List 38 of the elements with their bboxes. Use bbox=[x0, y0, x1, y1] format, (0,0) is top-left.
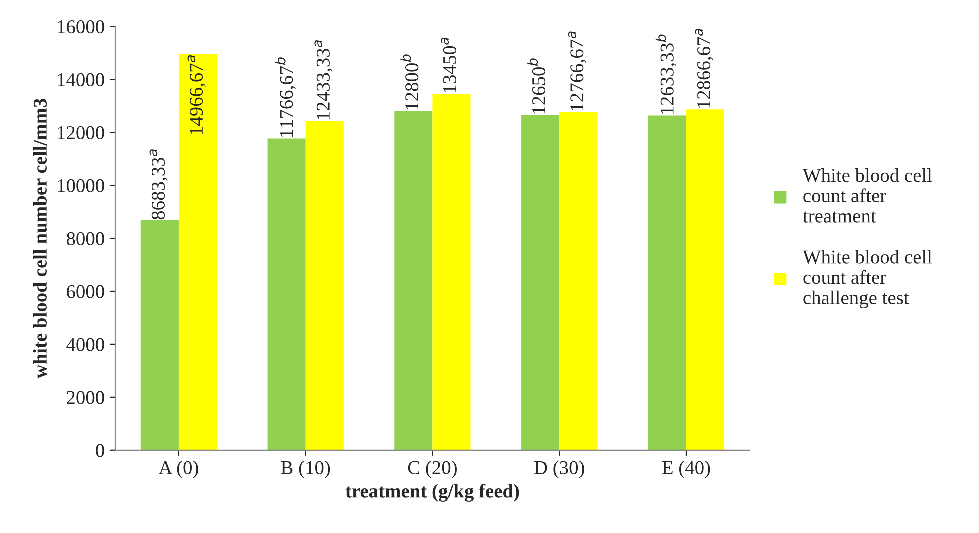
x-tick-label: A (0) bbox=[158, 460, 198, 478]
data-label: 11766,67$^{b}$ bbox=[275, 58, 296, 138]
y-tick-label: 12000 bbox=[58, 126, 104, 140]
bar bbox=[178, 54, 218, 450]
x-axis-title: treatment (g/kg feed) bbox=[346, 484, 520, 502]
y-axis-title: white blood cell number cell/mm3 bbox=[33, 98, 48, 379]
data-label: 12866,67$^{a}$ bbox=[695, 29, 714, 108]
data-label: 8683,33$^{a}$ bbox=[150, 150, 168, 220]
bar bbox=[522, 115, 560, 450]
data-label: 12633,33$^{b}$ bbox=[656, 34, 677, 114]
data-label: 12433,33$^{a}$ bbox=[314, 40, 333, 120]
y-tick-label: 16000 bbox=[58, 20, 104, 34]
data-label: 12800$^{b}$ bbox=[400, 54, 419, 110]
y-tick-label: 0 bbox=[96, 444, 104, 458]
bar bbox=[560, 112, 598, 450]
data-label: 14966,67$^{a}$ bbox=[188, 56, 206, 134]
legend-label: White blood cell count after treatment bbox=[802, 168, 932, 223]
bar bbox=[306, 121, 344, 450]
bar bbox=[394, 111, 433, 450]
x-tick-label: E (40) bbox=[662, 460, 710, 478]
y-tick-label: 2000 bbox=[67, 391, 104, 404]
legend-label: White blood cell count after challenge test bbox=[802, 250, 932, 309]
y-tick-label: 6000 bbox=[67, 285, 104, 298]
y-tick-label: 8000 bbox=[66, 232, 104, 246]
x-tick-label: D (30) bbox=[534, 460, 584, 478]
data-label: 13450$^{a}$ bbox=[441, 38, 457, 92]
bar bbox=[140, 220, 179, 450]
data-label: 12766,67$^{a}$ bbox=[568, 32, 587, 111]
y-tick-label: 4000 bbox=[66, 338, 104, 352]
bar bbox=[432, 94, 471, 450]
bar bbox=[268, 138, 306, 450]
bar bbox=[648, 116, 686, 450]
bar bbox=[686, 110, 725, 450]
y-tick-label: 14000 bbox=[58, 73, 104, 87]
y-tick-label: 10000 bbox=[58, 179, 104, 192]
x-tick-label: C (20) bbox=[408, 460, 457, 478]
x-tick-label: B (10) bbox=[281, 460, 330, 478]
data-label: 12650$^{b}$ bbox=[528, 58, 546, 114]
